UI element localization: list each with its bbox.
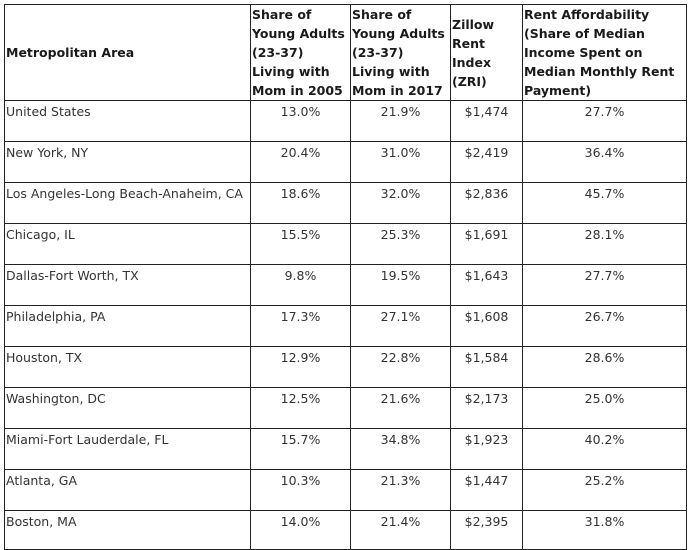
cell-metro: Los Angeles-Long Beach-Anaheim, CA (4, 182, 251, 224)
cell-metro: Houston, TX (4, 346, 251, 388)
table-row: Dallas-Fort Worth, TX 9.8% 19.5% $1,643 … (4, 264, 687, 306)
cell-metro: Philadelphia, PA (4, 305, 251, 347)
table-row: Boston, MA 14.0% 21.4% $2,395 31.8% (4, 510, 687, 550)
cell-affordability: 45.7% (522, 182, 687, 224)
cell-metro: Boston, MA (4, 510, 251, 550)
cell-share-2017: 21.9% (350, 100, 451, 142)
cell-affordability: 40.2% (522, 428, 687, 470)
cell-affordability: 28.6% (522, 346, 687, 388)
header-rent-affordability: Rent Affordability (Share of Median Inco… (522, 4, 687, 101)
header-metropolitan-area: Metropolitan Area (4, 4, 251, 101)
metro-data-table: Metropolitan Area Share of Young Adults … (4, 4, 687, 550)
cell-affordability: 25.0% (522, 387, 687, 429)
cell-share-2005: 10.3% (250, 469, 351, 511)
cell-zri: $1,584 (450, 346, 523, 388)
cell-share-2017: 34.8% (350, 428, 451, 470)
cell-zri: $2,836 (450, 182, 523, 224)
table-header-row: Metropolitan Area Share of Young Adults … (4, 4, 687, 101)
cell-affordability: 26.7% (522, 305, 687, 347)
cell-zri: $2,173 (450, 387, 523, 429)
cell-share-2005: 12.9% (250, 346, 351, 388)
cell-zri: $1,643 (450, 264, 523, 306)
cell-metro: New York, NY (4, 141, 251, 183)
cell-share-2005: 18.6% (250, 182, 351, 224)
cell-share-2017: 25.3% (350, 223, 451, 265)
cell-zri: $1,474 (450, 100, 523, 142)
cell-share-2017: 27.1% (350, 305, 451, 347)
cell-affordability: 27.7% (522, 264, 687, 306)
table-row: Atlanta, GA 10.3% 21.3% $1,447 25.2% (4, 469, 687, 511)
header-share-2017: Share of Young Adults (23-37) Living wit… (350, 4, 451, 101)
cell-affordability: 36.4% (522, 141, 687, 183)
cell-zri: $1,691 (450, 223, 523, 265)
cell-zri: $1,608 (450, 305, 523, 347)
cell-affordability: 31.8% (522, 510, 687, 550)
table-row: Miami-Fort Lauderdale, FL 15.7% 34.8% $1… (4, 428, 687, 470)
cell-affordability: 25.2% (522, 469, 687, 511)
cell-share-2005: 13.0% (250, 100, 351, 142)
table-row: New York, NY 20.4% 31.0% $2,419 36.4% (4, 141, 687, 183)
cell-share-2017: 31.0% (350, 141, 451, 183)
table-row: Houston, TX 12.9% 22.8% $1,584 28.6% (4, 346, 687, 388)
cell-share-2017: 21.3% (350, 469, 451, 511)
cell-share-2017: 19.5% (350, 264, 451, 306)
table-row: Chicago, IL 15.5% 25.3% $1,691 28.1% (4, 223, 687, 265)
cell-share-2005: 14.0% (250, 510, 351, 550)
table-row: Washington, DC 12.5% 21.6% $2,173 25.0% (4, 387, 687, 429)
table-row: United States 13.0% 21.9% $1,474 27.7% (4, 100, 687, 142)
cell-share-2005: 17.3% (250, 305, 351, 347)
cell-metro: Dallas-Fort Worth, TX (4, 264, 251, 306)
cell-share-2005: 15.5% (250, 223, 351, 265)
cell-zri: $2,419 (450, 141, 523, 183)
cell-metro: Washington, DC (4, 387, 251, 429)
cell-metro: Miami-Fort Lauderdale, FL (4, 428, 251, 470)
table-row: Philadelphia, PA 17.3% 27.1% $1,608 26.7… (4, 305, 687, 347)
cell-zri: $1,923 (450, 428, 523, 470)
cell-metro: Atlanta, GA (4, 469, 251, 511)
cell-share-2005: 15.7% (250, 428, 351, 470)
table-row: Los Angeles-Long Beach-Anaheim, CA 18.6%… (4, 182, 687, 224)
cell-affordability: 27.7% (522, 100, 687, 142)
cell-zri: $2,395 (450, 510, 523, 550)
cell-share-2017: 22.8% (350, 346, 451, 388)
cell-share-2017: 32.0% (350, 182, 451, 224)
cell-metro: Chicago, IL (4, 223, 251, 265)
cell-zri: $1,447 (450, 469, 523, 511)
cell-share-2017: 21.6% (350, 387, 451, 429)
cell-share-2005: 12.5% (250, 387, 351, 429)
header-zillow-rent-index: Zillow Rent Index (ZRI) (450, 4, 523, 101)
cell-metro: United States (4, 100, 251, 142)
cell-share-2005: 9.8% (250, 264, 351, 306)
cell-affordability: 28.1% (522, 223, 687, 265)
header-share-2005: Share of Young Adults (23-37) Living wit… (250, 4, 351, 101)
cell-share-2005: 20.4% (250, 141, 351, 183)
cell-share-2017: 21.4% (350, 510, 451, 550)
